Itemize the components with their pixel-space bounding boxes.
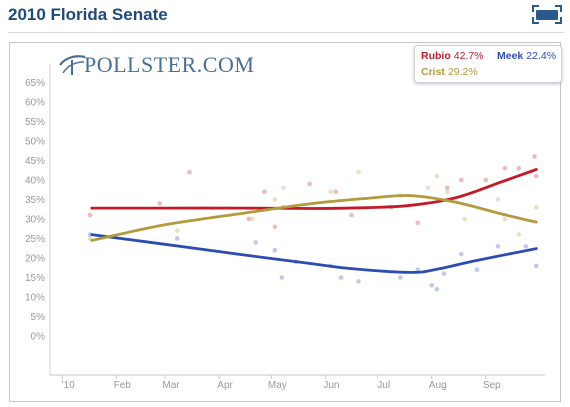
y-tick-label: 65% xyxy=(25,78,45,89)
poll-point-crist xyxy=(462,216,468,222)
poll-point-rubio xyxy=(157,201,163,206)
x-tick-label: Jul xyxy=(377,380,390,391)
y-tick-label: 35% xyxy=(25,195,45,206)
poll-point-meek xyxy=(495,244,501,249)
poll-point-crist xyxy=(425,185,431,191)
poll-point-rubio xyxy=(532,154,537,159)
poll-point-crist xyxy=(516,232,522,237)
legend-entry-meek: Meek 22.4% xyxy=(497,50,556,62)
poll-point-meek xyxy=(429,283,435,288)
legend-name: Meek xyxy=(497,50,524,62)
poll-point-meek xyxy=(474,267,480,273)
poll-point-crist xyxy=(445,189,450,194)
poll-point-meek xyxy=(174,236,180,241)
poll-point-rubio xyxy=(307,181,313,187)
poll-point-meek xyxy=(356,279,361,284)
y-axis: 0% 5% 10% 15% 20% 25% 30% 35% 40% 45% 50% 55% 60% 65% xyxy=(25,64,51,375)
pollster-logo-icon xyxy=(59,55,86,75)
legend-value: 29.2% xyxy=(447,66,478,78)
fullscreen-icon xyxy=(532,5,539,12)
poll-point-rubio xyxy=(87,212,93,218)
fullscreen-button[interactable] xyxy=(532,5,562,24)
poll-point-rubio xyxy=(483,177,489,183)
y-tick-label: 25% xyxy=(25,234,45,245)
legend-value: 22.4% xyxy=(526,50,557,62)
x-tick-label: Apr xyxy=(217,380,233,391)
y-tick-label: 20% xyxy=(25,254,45,265)
x-tick-label: Aug xyxy=(429,380,447,391)
legend-name: Rubio xyxy=(421,50,451,62)
y-tick-label: 10% xyxy=(25,293,45,304)
poll-point-meek xyxy=(434,286,440,292)
poll-point-meek xyxy=(459,251,464,257)
chart-legend: Rubio 42.7% Meek 22.4% Crist 29.2% xyxy=(414,45,562,83)
legend-entry-crist: Crist 29.2% xyxy=(421,66,478,78)
poll-point-rubio xyxy=(415,220,421,226)
y-tick-label: 30% xyxy=(25,215,45,226)
legend-entry-rubio: Rubio 42.7% xyxy=(421,50,484,62)
y-tick-label: 15% xyxy=(25,273,45,284)
fullscreen-icon-corner xyxy=(555,17,562,24)
poll-point-crist xyxy=(434,173,440,179)
poll-point-meek xyxy=(279,275,285,280)
poll-point-meek xyxy=(533,263,539,269)
fullscreen-icon-corner xyxy=(532,17,539,24)
x-tick-label: Mar xyxy=(162,380,180,391)
x-tick-label: '10 xyxy=(62,380,75,391)
poll-points xyxy=(87,154,539,292)
y-tick-label: 45% xyxy=(25,156,45,167)
poll-point-rubio xyxy=(187,169,192,175)
poll-point-crist xyxy=(174,228,180,233)
y-tick-label: 60% xyxy=(25,98,45,109)
poll-point-crist xyxy=(281,185,286,191)
trend-line-crist xyxy=(90,194,538,242)
y-tick-label: 50% xyxy=(25,137,45,148)
poll-point-rubio xyxy=(459,177,464,183)
trend-lines xyxy=(90,168,538,274)
poll-point-rubio xyxy=(272,224,278,230)
y-tick-label: 0% xyxy=(31,332,46,343)
poll-point-rubio xyxy=(445,185,450,191)
fullscreen-icon-bar xyxy=(536,10,558,20)
poll-point-meek xyxy=(272,247,278,253)
poll-point-meek xyxy=(338,275,344,280)
logo-text: POLLSTER.COM xyxy=(84,52,255,77)
x-tick-label: Sep xyxy=(483,380,501,391)
title-divider xyxy=(8,32,564,33)
y-tick-label: 40% xyxy=(25,176,45,187)
x-tick-label: Jun xyxy=(323,380,339,391)
legend-value: 42.7% xyxy=(453,50,484,62)
x-tick-label: Feb xyxy=(114,380,132,391)
x-axis: '10 Feb Mar Apr May Jun Jul Aug Sep xyxy=(50,374,545,391)
x-tick-label: May xyxy=(268,380,287,391)
y-tick-label: 5% xyxy=(31,312,46,323)
poll-point-crist xyxy=(249,216,255,222)
poll-point-rubio xyxy=(349,212,354,218)
legend-name: Crist xyxy=(421,66,445,78)
poll-point-crist xyxy=(502,216,508,222)
trend-line-meek xyxy=(90,233,538,274)
poll-point-crist xyxy=(495,197,501,202)
poll-point-meek xyxy=(398,275,403,280)
poll-point-crist xyxy=(328,189,333,194)
poll-point-crist xyxy=(272,197,278,202)
poll-point-meek xyxy=(523,244,529,249)
poll-point-crist xyxy=(356,169,361,175)
pollster-logo: POLLSTER.COM xyxy=(58,52,254,78)
poll-point-rubio xyxy=(333,189,339,194)
poll-point-rubio xyxy=(502,166,508,171)
poll-point-meek xyxy=(253,240,258,245)
poll-point-rubio xyxy=(262,189,267,194)
chart-frame xyxy=(9,42,561,402)
page-title: 2010 Florida Senate xyxy=(8,5,168,24)
poll-point-crist xyxy=(533,205,539,210)
poll-point-rubio xyxy=(533,173,539,179)
y-tick-label: 55% xyxy=(25,117,45,128)
fullscreen-icon-corner xyxy=(555,5,562,12)
poll-point-meek xyxy=(441,271,447,276)
poll-point-rubio xyxy=(246,216,251,222)
trend-line-rubio xyxy=(90,168,538,210)
poll-point-rubio xyxy=(516,166,522,171)
